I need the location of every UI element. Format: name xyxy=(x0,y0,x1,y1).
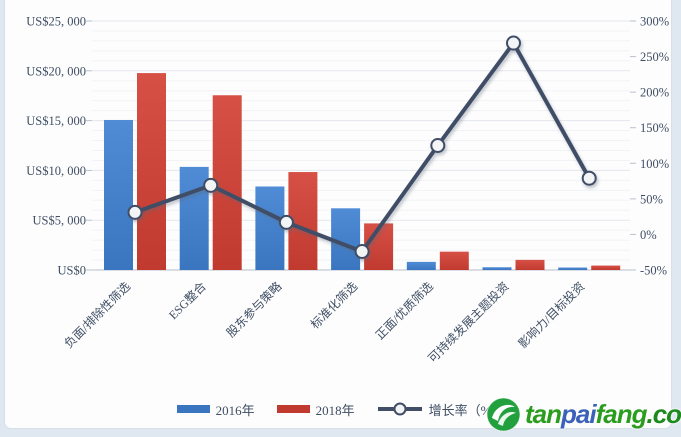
watermark-text-part: fang xyxy=(595,398,648,429)
x-axis-category-label: 股东参与策略 xyxy=(223,279,285,341)
bar-2018年-可持续发展主题投资 xyxy=(515,259,545,270)
left-axis-label: US$15, 000 xyxy=(26,114,86,128)
watermark-logo: tanpaifang.com xyxy=(486,395,681,433)
bar-2018年-正面/优质筛选 xyxy=(439,251,469,270)
growth-marker-正面/优质筛选 xyxy=(430,138,446,153)
legend-label: 2018年 xyxy=(315,402,355,418)
legend-bar-swatch xyxy=(276,405,310,413)
x-axis-category-label: 可持续发展主题投资 xyxy=(425,279,512,366)
watermark-text-part: pai xyxy=(561,398,597,429)
right-axis-label: -50% xyxy=(640,264,667,278)
bar-2018年-负面/排除性筛选 xyxy=(137,73,166,270)
right-axis-label: 250% xyxy=(640,50,669,64)
growth-marker-标准化筛选 xyxy=(354,244,370,260)
bar-2018年-影响力/目标投资 xyxy=(591,265,621,270)
right-axis-label: 100% xyxy=(640,157,669,171)
legend-label: 2016年 xyxy=(215,402,255,418)
bar-2016年-可持续发展主题投资 xyxy=(482,267,512,270)
gridlines xyxy=(86,20,636,271)
x-axis-category-label: 标准化筛选 xyxy=(307,279,360,332)
right-axis-label: 0% xyxy=(640,228,657,242)
bar-2016年-负面/排除性筛选 xyxy=(104,119,133,271)
growth-line-series xyxy=(127,35,597,260)
growth-marker-负面/排除性筛选 xyxy=(127,204,143,220)
bar-series-2016年 xyxy=(104,119,588,271)
left-axis-label: US$10, 000 xyxy=(26,164,86,178)
watermark-text-part: tan xyxy=(525,398,562,429)
growth-marker-影响力/目标投资 xyxy=(581,170,597,186)
legend-item-增长率（%）: 增长率（%） xyxy=(377,400,505,419)
right-axis-label: 200% xyxy=(640,86,669,100)
growth-marker-ESG整合 xyxy=(203,177,219,193)
legend-label: 增长率（%） xyxy=(428,402,505,418)
growth-marker-可持续发展主题投资 xyxy=(506,35,521,51)
left-axis-label: US$5, 000 xyxy=(33,214,86,228)
x-axis-category-label: 正面/优质筛选 xyxy=(372,279,436,343)
watermark-text: tanpaifang.com xyxy=(525,399,681,430)
x-axis-category-label: 影响力/目标投资 xyxy=(515,279,587,351)
watermark-text-part: .com xyxy=(646,398,681,429)
left-axis-label: US$20, 000 xyxy=(26,64,86,78)
bar-2016年-股东参与策略 xyxy=(255,186,285,270)
left-axis-label: US$25, 000 xyxy=(26,15,86,29)
tanpaifang-icon xyxy=(486,397,521,431)
right-axis-label: 300% xyxy=(640,15,669,29)
legend-item-2016年: 2016年 xyxy=(176,400,255,419)
legend-bar-swatch xyxy=(176,405,210,413)
left-axis-label: US$0 xyxy=(58,264,86,278)
bar-2016年-标准化筛选 xyxy=(331,208,361,270)
legend-line-swatch xyxy=(377,402,422,416)
chart-legend: 2016年 2018年 增长率（%） xyxy=(0,399,681,419)
bar-2016年-正面/优质筛选 xyxy=(406,261,436,270)
right-axis-label: 50% xyxy=(640,192,663,206)
x-axis-category-label: 负面/排除性筛选 xyxy=(61,279,133,351)
bar-2016年-影响力/目标投资 xyxy=(558,267,588,270)
x-axis-category-label: ESG整合 xyxy=(165,279,209,323)
right-axis-label: 150% xyxy=(640,121,669,135)
legend-item-2018年: 2018年 xyxy=(276,400,355,419)
growth-marker-股东参与策略 xyxy=(278,214,294,230)
